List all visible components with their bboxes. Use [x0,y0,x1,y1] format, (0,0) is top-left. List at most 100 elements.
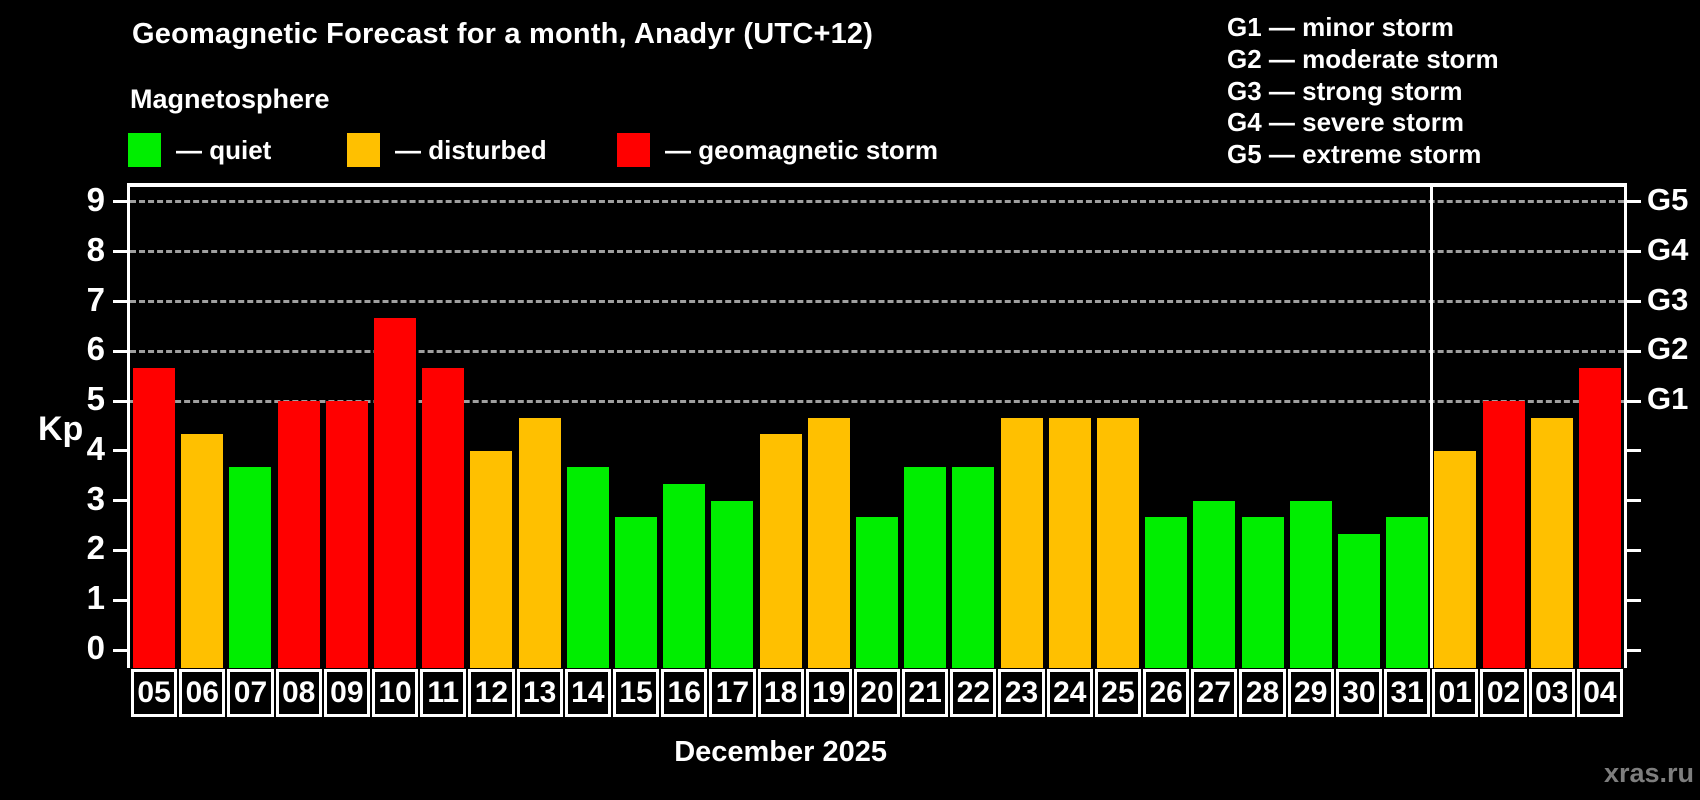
y-tick-label-4: 4 [86,429,105,467]
page-title: Geomagnetic Forecast for a month, Anadyr… [132,18,874,50]
legend-label-quiet: — quiet [176,134,272,165]
day-cell-15: 15 [612,669,660,717]
y-axis-tick-9 [113,200,127,204]
grid-line-kp8 [130,250,1624,254]
day-cell-19: 19 [805,669,852,717]
g-legend-line-g3: G3 — strong storm [1227,75,1463,106]
day-cell-07: 07 [227,669,274,717]
day-cell-01: 01 [1432,669,1479,717]
y-tick-label-1: 1 [86,579,105,617]
legend-item-quiet: — quiet [128,132,271,168]
kp-bar-day-28 [1241,517,1284,668]
kp-bar-day-14 [566,467,609,668]
day-cell-14: 14 [564,669,611,717]
grid-line-kp7 [130,300,1624,304]
y-tick-label-3: 3 [86,479,105,517]
kp-bar-day-16 [663,484,706,668]
kp-bar-day-02 [1482,401,1525,668]
day-cell-05: 05 [131,669,178,717]
day-cell-18: 18 [757,669,804,717]
y-axis-tick-6 [113,349,127,353]
kp-bar-day-30 [1337,534,1380,668]
day-cell-22: 22 [950,669,997,717]
day-cell-31: 31 [1384,669,1431,717]
g-legend-line-g1: G1 — minor storm [1227,12,1454,42]
y-tick-label-0: 0 [86,629,105,666]
kp-bar-day-09 [325,401,368,668]
kp-bar-day-22 [952,467,995,668]
kp-bar-day-01 [1434,450,1477,668]
g-scale-legend: G1 — minor storm G2 — moderate storm G3 … [1227,12,1499,171]
kp-bar-day-03 [1530,417,1573,668]
kp-bar-day-21 [904,467,947,668]
kp-bar-day-23 [1000,417,1043,668]
g-scale-label-g2: G2 [1647,331,1689,367]
y-axis-tick-7 [113,300,127,304]
magnetosphere-subtitle: Magnetosphere [130,84,330,114]
watermark: xras.ru [1603,758,1694,788]
g-legend-line-g2: G2 — moderate storm [1227,43,1499,74]
x-axis-title: December 2025 [674,736,888,768]
day-cell-08: 08 [275,669,322,717]
storm-color-swatch [617,133,650,167]
right-axis-tick-0 [1627,648,1641,652]
month-divider-line [1429,183,1433,668]
y-axis-line [127,183,130,668]
kp-bar-day-25 [1096,417,1139,668]
kp-bar-day-18 [759,434,802,668]
right-axis-tick-5 [1627,399,1641,403]
day-cell-10: 10 [371,669,419,717]
kp-bar-day-24 [1048,417,1091,668]
y-axis-tick-3 [113,499,127,503]
kp-bar-day-20 [856,517,898,668]
day-cell-26: 26 [1143,669,1190,717]
kp-bar-day-08 [277,401,320,668]
legend-label-storm: — geomagnetic storm [665,134,939,165]
g-legend-line-g5: G5 — extreme storm [1227,139,1482,170]
day-cell-30: 30 [1335,669,1383,717]
kp-bar-day-10 [374,317,417,668]
y-tick-label-6: 6 [86,330,105,368]
g-scale-label-g4: G4 [1647,231,1689,267]
legend-label-disturbed: — disturbed [395,134,547,165]
day-cell-06: 06 [179,669,226,717]
day-cell-03: 03 [1528,669,1575,717]
y-axis-tick-0 [113,648,127,652]
day-cell-04: 04 [1576,669,1623,717]
kp-bar-day-13 [518,417,561,668]
y-axis-title: Kp [38,410,84,448]
grid-line-kp6 [130,349,1624,353]
y-tick-label-8: 8 [86,230,105,268]
kp-bar-day-06 [181,434,224,668]
y-axis-tick-5 [113,399,127,403]
plot-top-border [128,183,1626,187]
day-cell-13: 13 [516,669,563,717]
day-cell-02: 02 [1480,669,1527,717]
kp-bar-day-26 [1145,517,1188,668]
y-tick-label-5: 5 [86,380,105,418]
kp-bar-day-04 [1578,367,1621,668]
right-axis-tick-2 [1627,548,1641,552]
day-cell-29: 29 [1287,669,1334,717]
kp-bar-day-19 [807,417,850,668]
kp-bar-day-15 [615,517,658,668]
kp-bar-day-11 [422,367,465,668]
right-axis-tick-1 [1627,598,1641,602]
y-axis-tick-4 [113,449,127,453]
g-scale-label-g1: G1 [1647,381,1689,417]
y-tick-label-9: 9 [86,180,105,218]
kp-bar-day-07 [229,467,272,668]
right-axis-line [1624,183,1627,668]
kp-bar-day-12 [470,450,513,668]
y-axis-tick-8 [113,250,127,254]
g-scale-label-g3: G3 [1647,281,1689,317]
right-axis-tick-8 [1627,250,1641,254]
day-cell-27: 27 [1191,669,1238,717]
right-axis-tick-4 [1627,449,1641,453]
legend-item-disturbed: — disturbed [347,132,547,168]
right-axis-tick-9 [1627,200,1641,204]
day-cell-17: 17 [709,669,756,717]
day-cell-11: 11 [420,669,467,717]
right-axis-tick-6 [1627,349,1641,353]
y-axis-tick-2 [113,548,127,552]
